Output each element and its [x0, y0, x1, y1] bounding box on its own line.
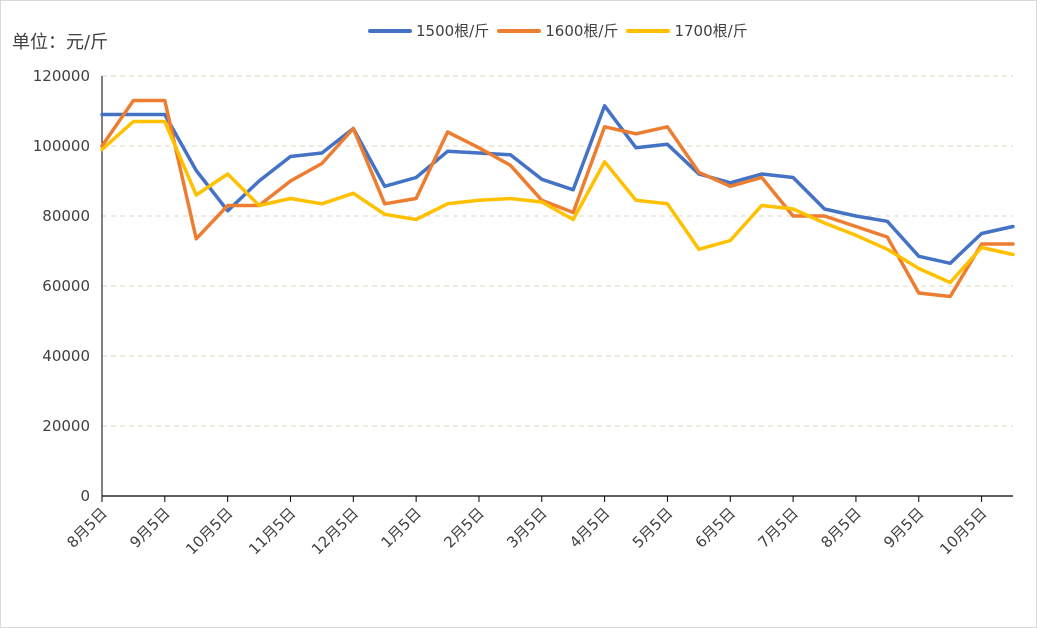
x-tick-label: 8月5日	[817, 504, 864, 551]
x-tick-label: 10月5日	[182, 504, 236, 558]
x-tick-label: 3月5日	[503, 504, 550, 551]
legend-item-1700: 1700根/斤	[626, 20, 748, 41]
y-tick-label: 60000	[42, 277, 90, 295]
x-tick-label: 8月5日	[63, 504, 110, 551]
legend-item-1500: 1500根/斤	[368, 20, 489, 41]
series-line-0	[100, 104, 1015, 266]
legend: 1500根/斤 1600根/斤 1700根/斤	[368, 20, 756, 41]
x-tick-label: 4月5日	[566, 504, 613, 551]
y-tick-label: 40000	[42, 347, 90, 365]
y-tick-label: 20000	[42, 417, 90, 435]
unit-label: 单位：元/斤	[12, 32, 109, 53]
legend-swatch-1700	[626, 28, 671, 33]
y-tick-label: 120000	[33, 67, 90, 85]
x-tick-label: 9月5日	[126, 504, 173, 551]
x-tick-label: 9月5日	[880, 504, 927, 551]
legend-label-1500: 1500根/斤	[416, 22, 490, 40]
series-line-1	[100, 98, 1015, 299]
x-tick-label: 5月5日	[629, 504, 676, 551]
series-line-2	[100, 119, 1015, 285]
x-tick-label: 1月5日	[378, 504, 425, 551]
legend-label-1700: 1700根/斤	[674, 22, 748, 40]
x-tick-label: 10月5日	[936, 504, 990, 558]
y-tick-label: 0	[80, 487, 90, 505]
x-tick-label: 7月5日	[754, 504, 801, 551]
y-tick-label: 80000	[42, 207, 90, 225]
legend-item-1600: 1600根/斤	[497, 20, 618, 41]
x-tick-label: 2月5日	[440, 504, 487, 551]
x-tick-label: 11月5日	[245, 504, 299, 558]
legend-swatch-1500	[368, 28, 412, 33]
y-tick-label: 100000	[33, 137, 90, 155]
legend-swatch-1600	[497, 28, 542, 33]
legend-label-1600: 1600根/斤	[545, 22, 619, 40]
x-tick-label: 6月5日	[692, 504, 739, 551]
x-tick-label: 12月5日	[308, 504, 362, 558]
